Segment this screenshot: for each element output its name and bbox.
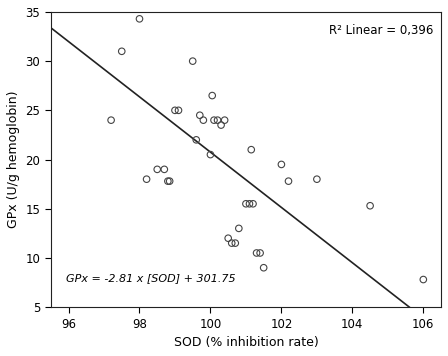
Point [278, 162, 285, 167]
Point [172, 108, 179, 113]
Point [207, 152, 214, 157]
Point [242, 201, 250, 206]
Point [118, 48, 125, 54]
Point [420, 277, 427, 282]
Point [248, 147, 255, 152]
Text: GPx = -2.81 x [SOD] + 301.75: GPx = -2.81 x [SOD] + 301.75 [66, 273, 236, 283]
Point [257, 250, 264, 256]
Point [221, 117, 228, 123]
Point [175, 108, 182, 113]
Point [246, 201, 253, 206]
Point [285, 178, 292, 184]
Point [108, 117, 115, 123]
Point [366, 203, 374, 209]
Point [164, 178, 172, 184]
Point [209, 93, 216, 98]
Point [136, 16, 143, 22]
Point [250, 201, 257, 206]
Point [166, 178, 173, 184]
Point [161, 167, 168, 172]
Point [218, 122, 225, 128]
Point [143, 176, 150, 182]
Point [253, 250, 260, 256]
Point [189, 58, 196, 64]
Point [228, 240, 235, 246]
Point [193, 137, 200, 143]
Point [260, 265, 267, 271]
Point [224, 235, 232, 241]
Y-axis label: GPx (U/g hemoglobin): GPx (U/g hemoglobin) [7, 91, 20, 228]
Point [235, 226, 242, 231]
Point [154, 167, 161, 172]
Point [313, 176, 320, 182]
Point [211, 117, 218, 123]
X-axis label: SOD (% inhibition rate): SOD (% inhibition rate) [173, 336, 318, 349]
Point [200, 117, 207, 123]
Point [214, 117, 221, 123]
Text: R² Linear = 0,396: R² Linear = 0,396 [329, 24, 433, 37]
Point [196, 112, 203, 118]
Point [232, 240, 239, 246]
